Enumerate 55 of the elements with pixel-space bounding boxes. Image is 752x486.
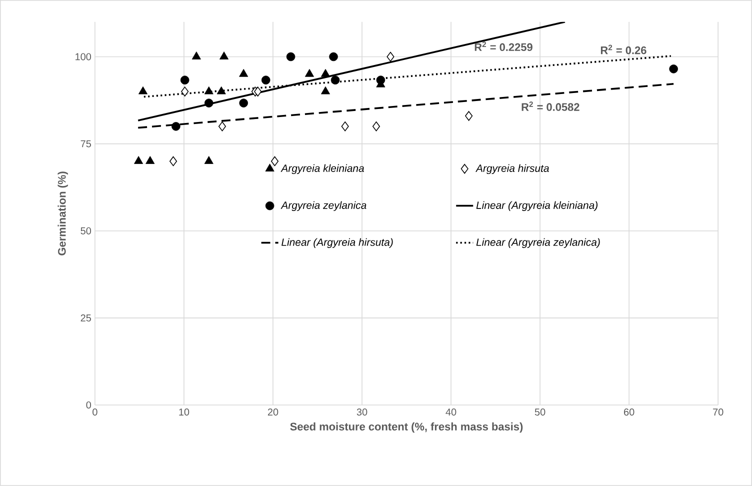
point	[329, 52, 338, 62]
y-tick-label: 50	[80, 227, 92, 234]
x-tick-label: 0	[92, 408, 98, 416]
point	[286, 52, 296, 62]
point	[372, 122, 380, 132]
point	[270, 156, 279, 166]
point	[218, 122, 226, 132]
legend-label: Argyreia kleiniana	[280, 164, 364, 174]
legend-label: Linear (Argyreia hirsuta)	[282, 238, 393, 248]
point	[204, 86, 214, 94]
y-tick-label: 100	[76, 53, 92, 60]
x-tick-label: 40	[446, 408, 456, 416]
x-tick-label: 20	[268, 408, 278, 416]
point	[320, 68, 330, 77]
y-tick-label: 75	[80, 140, 91, 148]
y-axis-title: Germination (%)	[58, 172, 68, 256]
legend-label: Argyreia hirsuta	[476, 164, 549, 174]
point	[254, 86, 262, 96]
point	[134, 156, 144, 164]
point	[239, 98, 248, 108]
point	[465, 111, 473, 121]
annotation: R$^{2}$ = 0.0582	[522, 102, 580, 111]
point	[330, 76, 340, 84]
point	[216, 86, 226, 94]
point	[386, 52, 394, 62]
legend-label: Linear (Argyreia zeylanica)	[476, 238, 600, 248]
point	[341, 122, 349, 132]
point	[239, 68, 248, 77]
x-tick-label: 60	[624, 408, 634, 416]
point	[138, 86, 148, 94]
point	[172, 122, 180, 131]
point	[261, 76, 270, 84]
point	[192, 52, 201, 60]
point	[304, 68, 314, 77]
legend-label: Linear (Argyreia kleiniana)	[476, 201, 598, 212]
point	[376, 76, 386, 84]
y-tick-label: 25	[80, 314, 91, 322]
point	[204, 98, 214, 108]
annotation: R$^{2}$ = 0.26	[600, 44, 646, 54]
x-tick-label: 70	[713, 408, 724, 416]
point	[170, 156, 178, 166]
x-tick-label: 50	[534, 408, 546, 416]
y-tick-label: 0	[86, 402, 92, 409]
point	[180, 76, 190, 84]
annotation: R$^{2}$ = 0.2259	[474, 42, 532, 52]
point	[146, 156, 155, 164]
legend-label: Argyreia zeylanica	[280, 201, 366, 212]
point	[220, 52, 229, 60]
x-tick-label: 10	[179, 408, 190, 416]
point	[181, 86, 189, 96]
point	[320, 86, 330, 94]
point	[204, 156, 214, 164]
x-tick-label: 30	[356, 408, 368, 416]
x-axis-title: Seed moisture content (%, fresh mass basis)	[290, 422, 523, 433]
point	[669, 64, 678, 74]
